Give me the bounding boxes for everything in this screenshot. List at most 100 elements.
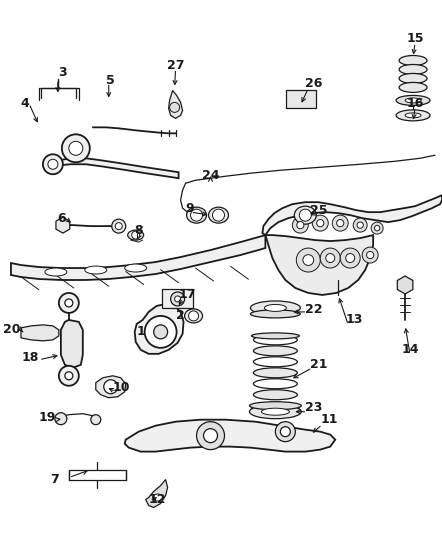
Ellipse shape [187, 207, 206, 223]
Text: 22: 22 [305, 304, 323, 316]
Text: 24: 24 [202, 169, 219, 182]
Text: 21: 21 [310, 358, 328, 372]
Ellipse shape [251, 301, 300, 315]
Ellipse shape [249, 405, 301, 419]
Polygon shape [265, 235, 373, 295]
Circle shape [337, 219, 344, 227]
Circle shape [297, 222, 304, 229]
Text: 27: 27 [167, 59, 184, 72]
Circle shape [312, 215, 328, 231]
Text: 7: 7 [50, 473, 59, 486]
Circle shape [332, 215, 348, 231]
Ellipse shape [251, 405, 299, 411]
Circle shape [59, 366, 79, 386]
Text: 16: 16 [406, 97, 424, 110]
Text: 2: 2 [175, 310, 184, 323]
Circle shape [374, 226, 380, 231]
Ellipse shape [253, 346, 297, 356]
Ellipse shape [399, 56, 427, 66]
Circle shape [154, 325, 168, 339]
Circle shape [299, 209, 311, 221]
Circle shape [104, 380, 118, 394]
Circle shape [371, 222, 383, 234]
Circle shape [145, 316, 177, 348]
Circle shape [65, 299, 73, 307]
Circle shape [69, 141, 83, 155]
Polygon shape [263, 195, 442, 235]
Circle shape [132, 231, 140, 239]
Text: 26: 26 [305, 77, 323, 90]
Circle shape [55, 413, 67, 424]
Text: 1: 1 [137, 325, 146, 339]
Ellipse shape [209, 207, 229, 223]
Circle shape [197, 422, 225, 449]
Ellipse shape [294, 206, 316, 224]
Text: 6: 6 [57, 212, 66, 224]
Circle shape [213, 209, 225, 221]
Polygon shape [125, 419, 335, 452]
Polygon shape [286, 90, 316, 109]
Ellipse shape [399, 74, 427, 84]
Circle shape [296, 248, 320, 272]
Polygon shape [96, 376, 126, 398]
Ellipse shape [128, 230, 144, 240]
Ellipse shape [396, 95, 430, 105]
Circle shape [91, 415, 101, 424]
Circle shape [191, 209, 202, 221]
Circle shape [366, 251, 374, 258]
Text: 5: 5 [106, 74, 114, 87]
Circle shape [280, 427, 290, 437]
Ellipse shape [405, 113, 421, 118]
Circle shape [275, 422, 295, 442]
Text: 20: 20 [4, 324, 21, 336]
Ellipse shape [85, 266, 107, 274]
Text: 9: 9 [186, 202, 194, 214]
Ellipse shape [261, 408, 290, 415]
Circle shape [189, 311, 198, 321]
Text: 11: 11 [320, 413, 338, 426]
Ellipse shape [253, 390, 297, 400]
Ellipse shape [152, 494, 163, 501]
Circle shape [292, 217, 309, 233]
Circle shape [62, 134, 90, 162]
Polygon shape [21, 325, 59, 341]
Circle shape [326, 253, 335, 262]
Ellipse shape [253, 368, 297, 378]
Circle shape [170, 102, 179, 113]
Ellipse shape [396, 110, 430, 121]
Text: 13: 13 [345, 314, 362, 326]
Circle shape [303, 255, 314, 266]
Ellipse shape [251, 333, 299, 339]
Circle shape [203, 429, 217, 443]
Polygon shape [11, 235, 265, 280]
Circle shape [171, 292, 185, 306]
Text: 19: 19 [38, 411, 56, 424]
Polygon shape [61, 320, 83, 368]
Polygon shape [135, 304, 183, 354]
Polygon shape [51, 158, 179, 178]
Ellipse shape [253, 335, 297, 345]
Circle shape [353, 218, 367, 232]
Ellipse shape [399, 65, 427, 75]
Polygon shape [168, 90, 183, 118]
Circle shape [115, 223, 122, 229]
Text: 17: 17 [179, 289, 196, 301]
Text: 18: 18 [22, 351, 39, 364]
Ellipse shape [253, 379, 297, 389]
Text: 10: 10 [113, 381, 130, 394]
Text: 25: 25 [310, 204, 328, 217]
Circle shape [346, 253, 354, 262]
Circle shape [340, 248, 360, 268]
Circle shape [175, 296, 181, 302]
Ellipse shape [249, 402, 301, 410]
Ellipse shape [399, 82, 427, 92]
Text: 23: 23 [305, 401, 323, 414]
Circle shape [65, 372, 73, 380]
Ellipse shape [405, 98, 421, 103]
Text: 12: 12 [149, 493, 166, 506]
Circle shape [357, 222, 363, 228]
Ellipse shape [251, 310, 300, 318]
Circle shape [362, 247, 378, 263]
Text: 3: 3 [58, 66, 67, 79]
Text: 14: 14 [401, 343, 419, 356]
